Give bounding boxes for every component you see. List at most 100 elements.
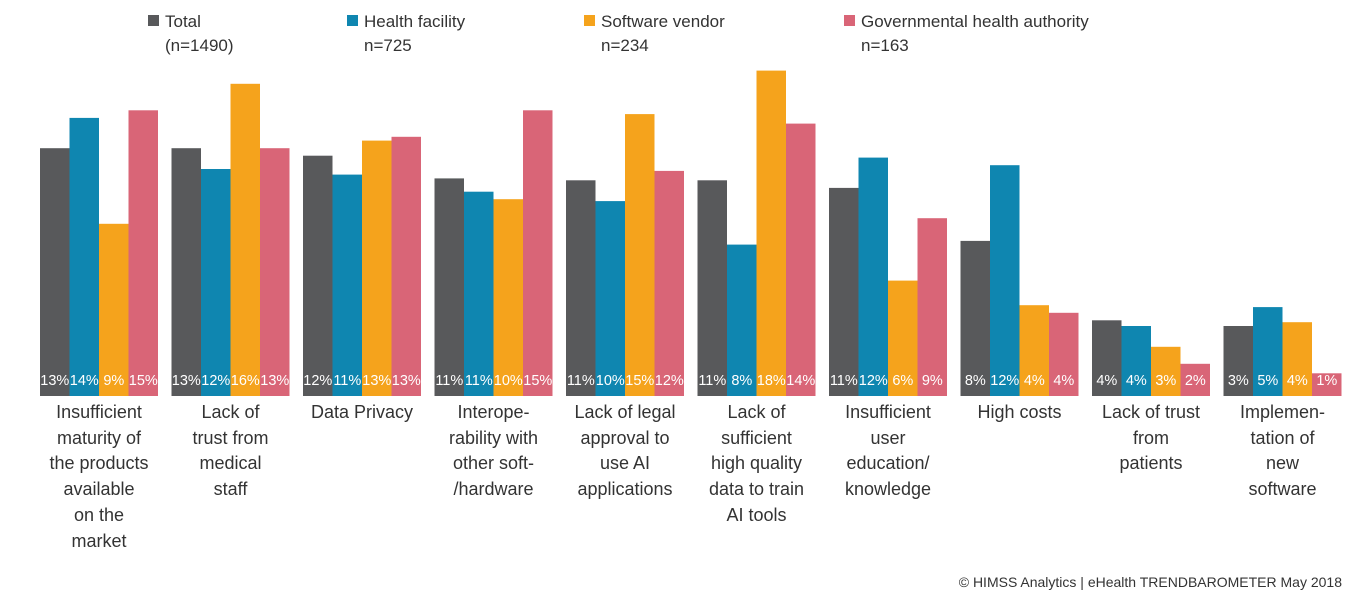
bar	[1092, 320, 1122, 396]
bar	[697, 180, 727, 396]
data-label: 4%	[1126, 373, 1147, 389]
data-label: 12%	[859, 373, 888, 389]
bar	[595, 201, 625, 396]
legend-label-total: Total	[165, 12, 201, 31]
data-label: 12%	[201, 373, 230, 389]
data-label: 4%	[1053, 373, 1074, 389]
bar	[1151, 346, 1181, 396]
bar	[1019, 305, 1049, 396]
bar-group: 11% 11% 10% 15%	[434, 110, 553, 397]
category-label: Lack of sufficient high quality data to tra…	[708, 402, 805, 525]
data-label: 15%	[625, 373, 654, 389]
data-label: 4%	[1024, 373, 1045, 389]
legend-swatch-software-vendor	[584, 15, 595, 26]
data-label: 15%	[523, 373, 552, 389]
data-label: 9%	[922, 373, 943, 389]
bar-group: 11% 12% 6% 9%	[829, 157, 947, 396]
bar	[625, 114, 655, 396]
category-label: Insufficient user education/knowledge	[844, 402, 932, 500]
bar	[1223, 326, 1253, 396]
data-label: 13%	[392, 373, 421, 389]
data-label: 13%	[172, 373, 201, 389]
bar	[303, 155, 333, 396]
data-label: 12%	[303, 373, 332, 389]
legend-label-software-vendor: Software vendor	[601, 12, 725, 31]
data-label: 3%	[1155, 373, 1176, 389]
data-label: 11%	[567, 373, 595, 389]
category-label: Lack of trust from medical staff	[192, 402, 269, 500]
bar-group: 3% 5% 4% 1%	[1223, 307, 1342, 396]
data-label: 16%	[231, 373, 260, 389]
bar-group: 13% 12% 16% 13%	[171, 83, 290, 397]
category-label: Insufficient maturity of the products avail…	[49, 402, 149, 551]
data-label: 4%	[1287, 373, 1308, 389]
bar	[171, 148, 201, 396]
bar-group: 12% 11% 13% 13%	[303, 136, 421, 397]
data-label: 15%	[129, 373, 158, 389]
bar	[1312, 373, 1342, 396]
legend-label-governmental-health-authority: Governmental health authority	[861, 12, 1089, 31]
bar-group: 13% 14% 9% 15%	[40, 110, 158, 397]
data-label: 11%	[830, 373, 858, 389]
bar	[332, 174, 362, 396]
data-label: 4%	[1096, 373, 1117, 389]
bar	[1253, 307, 1283, 396]
data-label: 18%	[757, 373, 786, 389]
bar	[464, 191, 494, 396]
data-label: 10%	[494, 373, 523, 389]
bar	[230, 83, 260, 397]
bar	[858, 157, 888, 396]
category-label: Implemen-tation of new software	[1239, 402, 1326, 500]
data-label: 11%	[333, 373, 361, 389]
data-label: 12%	[655, 373, 684, 389]
legend: Total (n=1490) Health facility n=725 Sof…	[0, 0, 1358, 60]
bar	[1180, 363, 1210, 396]
bar	[566, 180, 596, 396]
bar	[69, 117, 99, 397]
data-label: 14%	[786, 373, 815, 389]
bar	[128, 110, 158, 397]
bar	[1049, 312, 1079, 396]
bar	[493, 199, 523, 396]
legend-n-health-facility: n=725	[364, 36, 412, 55]
data-label: 9%	[103, 373, 124, 389]
bar	[201, 169, 231, 396]
category-label: High costs	[977, 402, 1062, 422]
data-label: 13%	[362, 373, 391, 389]
bar	[1121, 326, 1151, 396]
data-label: 11%	[698, 373, 726, 389]
bar	[829, 187, 859, 396]
data-label: 11%	[465, 373, 493, 389]
bar	[727, 244, 757, 396]
data-label: 8%	[731, 373, 752, 389]
bar	[260, 148, 290, 396]
bar	[523, 110, 553, 397]
legend-n-governmental-health-authority: n=163	[861, 36, 909, 55]
data-label: 10%	[596, 373, 625, 389]
bar-group: 4% 4% 3% 2%	[1092, 320, 1210, 396]
category-label: Lack of legal approval to use AI applicatio…	[574, 402, 676, 500]
legend-n-total: (n=1490)	[165, 36, 234, 55]
bar	[99, 223, 129, 396]
data-label: 11%	[435, 373, 463, 389]
category-label: Interope-rability with other soft-/hardwa…	[448, 402, 539, 500]
bar-group: 8% 12% 4% 4%	[960, 165, 1079, 396]
bar	[434, 178, 464, 396]
legend-swatch-governmental-health-authority	[844, 15, 855, 26]
bar	[960, 240, 990, 396]
data-label: 8%	[965, 373, 986, 389]
bar	[786, 123, 816, 396]
source-note: © HIMSS Analytics | eHealth TRENDBAROMET…	[958, 574, 1342, 590]
legend-swatch-total	[148, 15, 159, 26]
bar	[40, 148, 70, 396]
data-label: 13%	[260, 373, 289, 389]
legend-label-health-facility: Health facility	[364, 12, 466, 31]
category-label: Data Privacy	[310, 402, 414, 422]
legend-n-software-vendor: n=234	[601, 36, 649, 55]
bar	[888, 280, 918, 396]
bar	[756, 70, 786, 396]
category-label: Lack of trust from patients	[1101, 402, 1201, 474]
bar	[917, 218, 947, 396]
data-label: 2%	[1185, 373, 1206, 389]
